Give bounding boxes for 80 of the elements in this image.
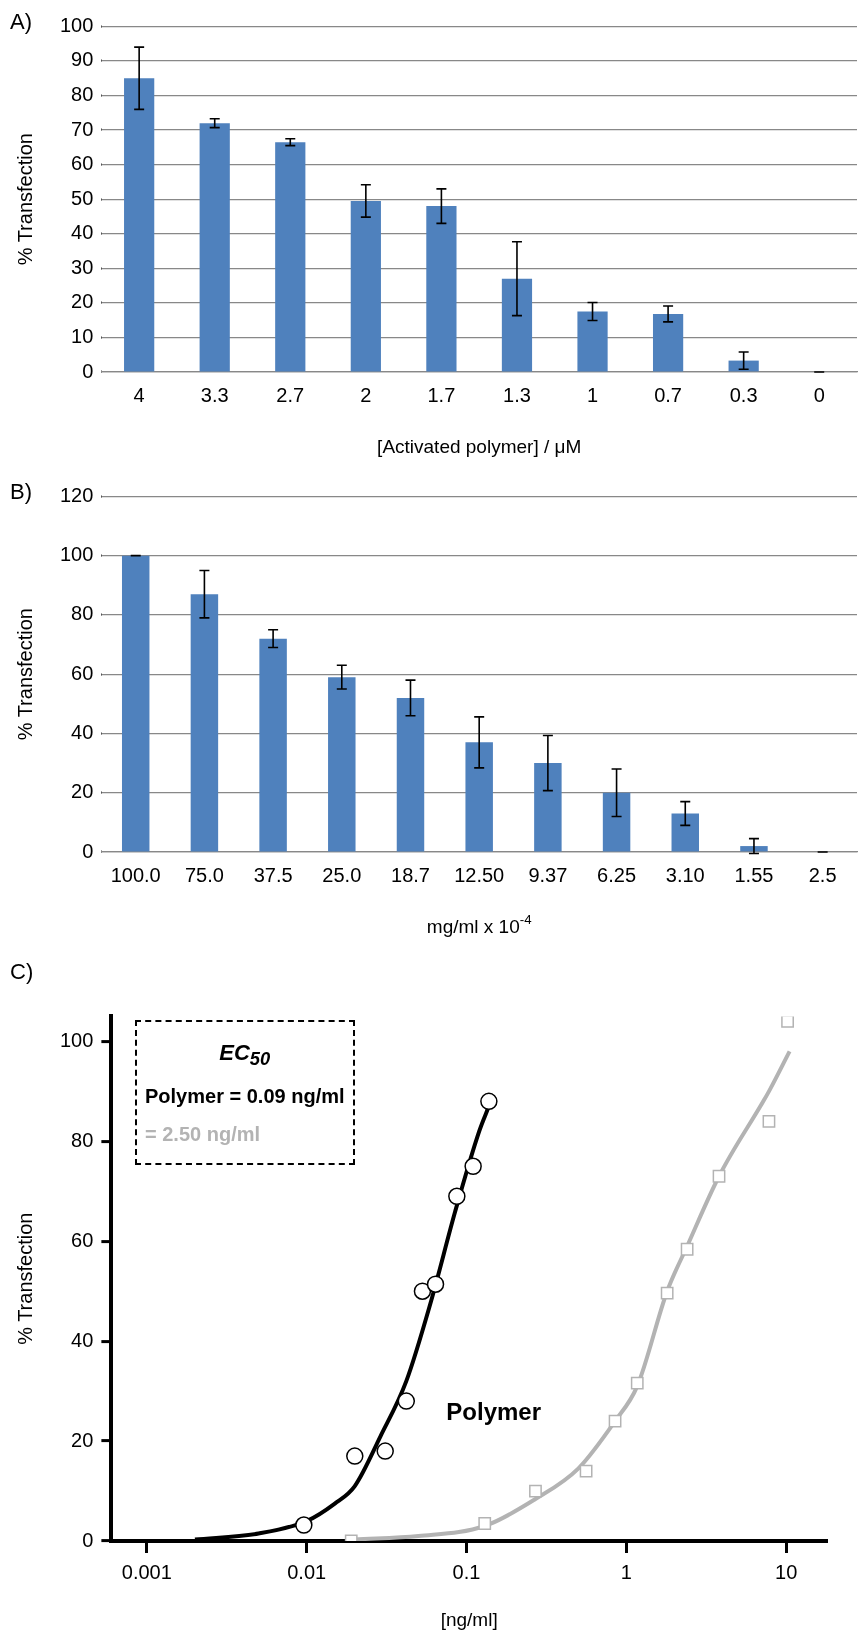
x-tick-label: 2.7 [276, 383, 305, 406]
x-tick-label: 1 [620, 1560, 632, 1583]
y-tick-label: 60 [71, 661, 94, 684]
x-tick-label: 1.55 [734, 863, 774, 886]
y-axis-title: % Transfection [13, 608, 36, 741]
chart-title: C) [10, 959, 34, 985]
bar [275, 142, 306, 372]
x-tick-label: 1 [586, 383, 599, 406]
bar [671, 813, 699, 852]
series-label: Polymer [446, 1397, 542, 1425]
bar [328, 677, 356, 852]
x-axis-title: [ng/ml] [440, 1609, 498, 1631]
x-tick-label: 2 [360, 383, 372, 406]
y-tick-label: 100 [59, 543, 94, 566]
annotation: EC$_{50}$ [218, 1039, 272, 1072]
y-tick-label: 80 [71, 83, 94, 106]
bar [426, 206, 457, 372]
x-tick-label: 18.7 [391, 863, 430, 886]
y-tick-label: 20 [71, 290, 94, 313]
y-axis-title: % Transfection [13, 1212, 36, 1345]
x-tick-label: 4 [133, 383, 145, 406]
y-tick-label: 100 [59, 1028, 94, 1051]
y-axis-title: % Transfection [13, 133, 36, 266]
y-tick-label: 80 [71, 602, 94, 625]
y-tick-label: 40 [71, 720, 94, 743]
x-tick-label: 3.3 [200, 383, 229, 406]
bar [602, 792, 631, 852]
dashed-frame: EC$_{50}$ Polymer = 0.09 ng/ml = 2.50 ng/ml [135, 1020, 355, 1166]
bar [465, 742, 493, 852]
x-tick-label: 0.001 [121, 1560, 172, 1583]
x-tick-label: 0 [813, 383, 825, 406]
bar [577, 311, 608, 372]
x-tick-label: 1.7 [427, 383, 456, 406]
y-tick-label: 0 [82, 839, 94, 862]
y-tick-label: 70 [71, 117, 94, 140]
x-tick-label: 0.3 [729, 383, 758, 406]
chart-title: B) [10, 479, 32, 505]
x-tick-label: 10 [775, 1560, 798, 1583]
y-tick-label: 40 [71, 221, 94, 244]
bar [259, 638, 287, 852]
y-tick-label: 30 [71, 255, 94, 278]
x-tick-label: 75.0 [184, 863, 224, 886]
x-tick-label: 2.5 [808, 863, 837, 886]
y-tick-label: 50 [71, 186, 94, 209]
x-tick-label: 0.7 [654, 383, 682, 406]
bar [652, 313, 684, 372]
bar [501, 278, 533, 372]
y-tick-label: 10 [71, 324, 94, 347]
x-tick-label: 0.1 [452, 1560, 481, 1583]
y-tick-label: 60 [71, 152, 94, 175]
x-tick-label: 9.37 [528, 863, 568, 886]
bar [396, 697, 425, 852]
x-tick-label: 0.01 [287, 1560, 327, 1583]
x-tick-label: 1.3 [503, 383, 531, 406]
annotation: = 2.50 ng/ml [145, 1122, 262, 1148]
x-tick-label: 6.25 [597, 863, 637, 886]
y-tick-label: 60 [71, 1228, 94, 1251]
y-tick-label: 40 [71, 1328, 94, 1351]
y-tick-label: 20 [71, 780, 94, 803]
bar [124, 78, 155, 372]
y-tick-label: 80 [71, 1128, 94, 1151]
x-tick-label: 100.0 [110, 863, 161, 886]
bar [350, 200, 381, 372]
bar [534, 763, 562, 852]
y-tick-label: 100 [59, 13, 94, 36]
bar [190, 594, 219, 852]
y-tick-label: 20 [71, 1428, 94, 1451]
y-tick-label: 120 [59, 483, 94, 506]
bar [121, 555, 150, 852]
bar [199, 123, 230, 372]
y-tick-label: 90 [71, 48, 94, 71]
chart-title: A) [10, 9, 32, 35]
x-tick-label: 12.50 [454, 863, 505, 886]
annotation: Polymer = 0.09 ng/ml [145, 1084, 345, 1110]
y-tick-label: 0 [82, 359, 94, 382]
x-axis-title: [Activated polymer] / μM [377, 436, 582, 458]
y-tick-label: 0 [82, 1528, 94, 1551]
x-tick-label: 25.0 [322, 863, 362, 886]
x-tick-label: 3.10 [665, 863, 705, 886]
x-tick-label: 37.5 [253, 863, 293, 886]
